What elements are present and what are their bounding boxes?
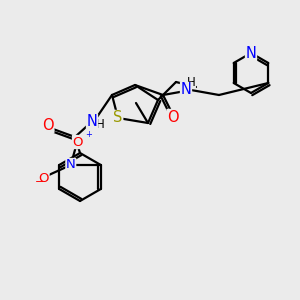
Text: N: N: [246, 46, 256, 61]
Text: N: N: [87, 115, 98, 130]
Text: N: N: [66, 158, 76, 172]
Text: O: O: [167, 110, 179, 124]
Text: H: H: [96, 118, 104, 131]
Text: O: O: [38, 172, 49, 184]
Text: −: −: [35, 177, 44, 187]
Text: +: +: [85, 130, 92, 139]
Text: O: O: [73, 136, 83, 148]
Text: S: S: [113, 110, 123, 125]
Text: H: H: [187, 76, 195, 88]
Text: N: N: [181, 82, 191, 98]
Text: O: O: [42, 118, 54, 133]
